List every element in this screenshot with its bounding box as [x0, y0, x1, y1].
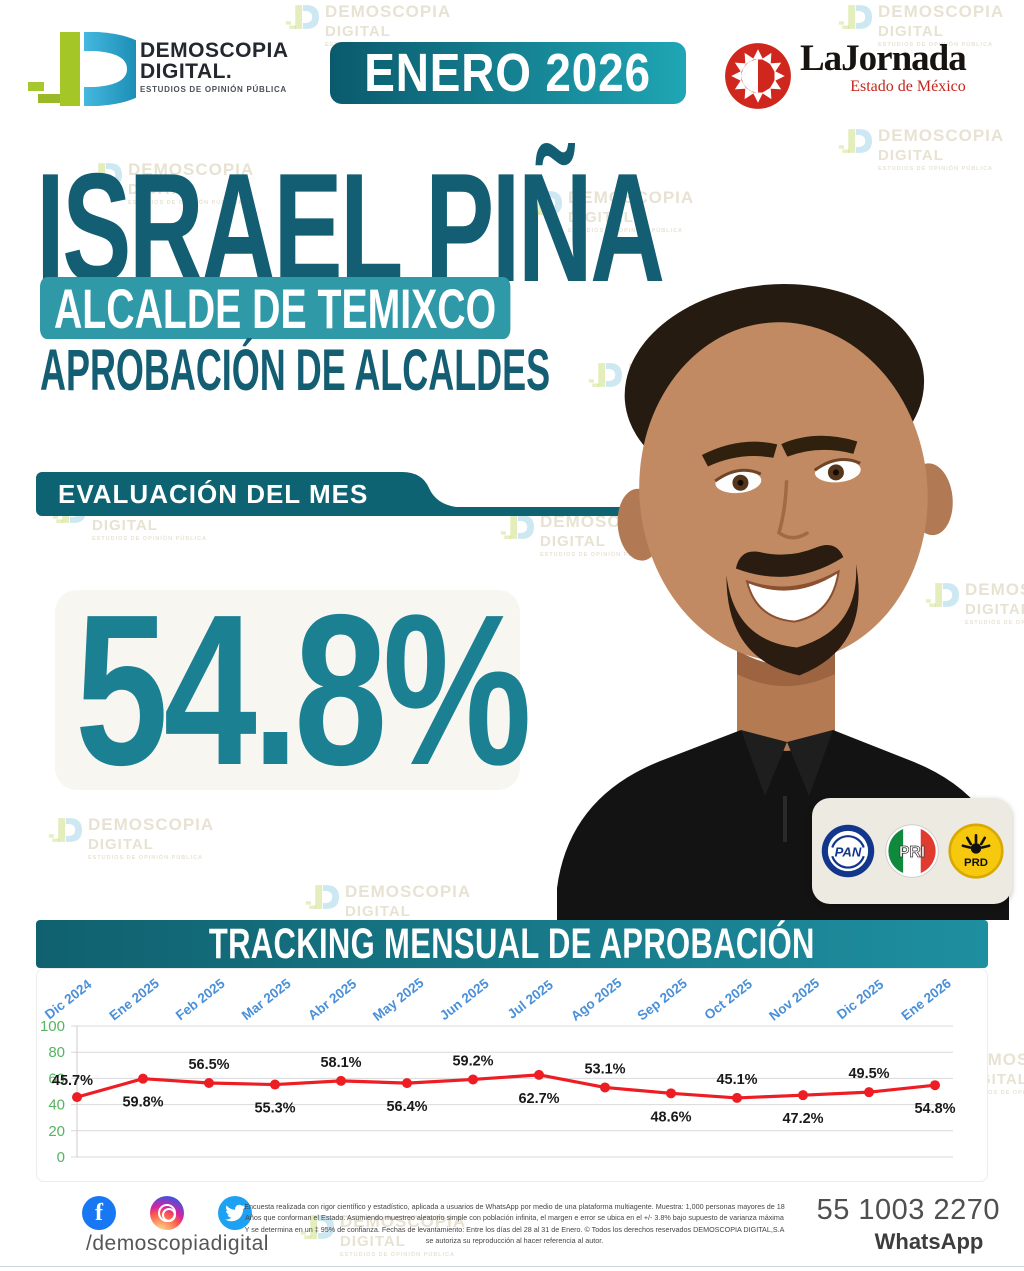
svg-text:56.5%: 56.5% — [188, 1057, 229, 1073]
svg-text:20: 20 — [48, 1123, 65, 1140]
watermark-line1: DEMOSCOPIA — [88, 815, 215, 834]
disclaimer-text: Encuesta realizada con rigor científico … — [244, 1202, 785, 1245]
footer-socials: f — [82, 1196, 252, 1230]
lajornada-sun-icon — [725, 43, 791, 109]
pan-logo: PAN — [821, 824, 875, 878]
watermark-line1: DEMOSCOPIA — [345, 882, 472, 901]
watermark-line2: DIGITAL — [325, 23, 391, 40]
svg-text:Jul 2025: Jul 2025 — [505, 977, 557, 1022]
watermark-line1: DEMOSCOPIA — [878, 126, 1005, 145]
watermark-line2: DIGITAL — [92, 517, 158, 534]
chart-title: TRACKING MENSUAL DE APROBACIÓN — [209, 919, 815, 968]
chart-title-banner: TRACKING MENSUAL DE APROBACIÓN — [36, 920, 988, 968]
svg-text:58.1%: 58.1% — [320, 1055, 361, 1071]
svg-text:55.3%: 55.3% — [254, 1101, 295, 1117]
watermark-line3: ESTUDIOS DE OPINIÓN PÚBLICA — [92, 536, 208, 542]
svg-text:Dic 2025: Dic 2025 — [834, 976, 887, 1022]
eval-banner-curve — [392, 472, 472, 516]
svg-text:Ago 2025: Ago 2025 — [568, 975, 625, 1024]
watermark-line2: DIGITAL — [88, 836, 154, 853]
svg-text:Mar 2025: Mar 2025 — [239, 975, 294, 1023]
lajornada-name: LaJornada — [800, 38, 967, 79]
brand-d-icon — [838, 129, 872, 153]
brand-name-top: DEMOSCOPIA — [140, 39, 289, 62]
brand-d-icon — [838, 5, 872, 29]
approval-chart-panel: 100 80 60 40 20 0 Dic 2024 Ene 2025 Feb 2025 Mar … — [36, 968, 988, 1182]
watermark-line3: ESTUDIOS DE OPINIÓN PÚBLICA — [88, 855, 204, 861]
period-badge-label: ENERO 2026 — [364, 43, 652, 103]
svg-text:Feb 2025: Feb 2025 — [173, 975, 228, 1023]
twitter-icon[interactable] — [218, 1196, 252, 1230]
brand-d-icon — [285, 5, 319, 29]
bottom-divider — [0, 1266, 1024, 1267]
whatsapp-contact: 55 1003 2270 WhatsApp — [816, 1194, 1000, 1255]
svg-text:May 2025: May 2025 — [370, 975, 427, 1024]
brand-d-icon — [48, 818, 82, 842]
score-card — [55, 590, 520, 790]
svg-text:Abr 2025: Abr 2025 — [305, 976, 360, 1023]
svg-text:Dic 2024: Dic 2024 — [42, 976, 95, 1022]
watermark-line2: DIGITAL — [345, 903, 411, 920]
svg-text:53.1%: 53.1% — [584, 1061, 625, 1077]
svg-text:Nov 2025: Nov 2025 — [766, 975, 822, 1024]
svg-text:60: 60 — [48, 1070, 65, 1087]
svg-text:62.7%: 62.7% — [518, 1091, 559, 1107]
watermark-line1: DEMOSCOPIA — [878, 2, 1005, 21]
svg-text:Ene 2025: Ene 2025 — [107, 975, 163, 1023]
svg-text:Ene 2026: Ene 2026 — [899, 975, 955, 1023]
brand-d-icon — [500, 515, 534, 539]
whatsapp-label: WhatsApp — [874, 1229, 984, 1254]
svg-text:PRI: PRI — [899, 844, 925, 861]
svg-text:45.1%: 45.1% — [716, 1072, 757, 1088]
watermark: DEMOSCOPIA DIGITAL ESTUDIOS DE OPINIÓN P… — [838, 126, 1004, 172]
lajornada-logo: LaJornada Estado de México — [722, 38, 967, 112]
svg-text:59.8%: 59.8% — [122, 1095, 163, 1111]
svg-text:0: 0 — [57, 1149, 65, 1166]
watermark-line1: DEMOSCOPIA — [325, 2, 452, 21]
svg-text:45.7%: 45.7% — [52, 1073, 93, 1089]
score-value: 54.8% — [75, 569, 532, 810]
svg-text:40: 40 — [48, 1097, 65, 1114]
svg-text:48.6%: 48.6% — [650, 1109, 691, 1125]
eval-month-label: EVALUACIÓN DEL MES — [58, 478, 369, 509]
svg-text:PAN: PAN — [835, 844, 862, 859]
svg-text:49.5%: 49.5% — [848, 1066, 889, 1082]
role-badge: ALCALDE DE TEMIXCO — [40, 276, 511, 340]
eval-banner-tail — [472, 507, 690, 516]
svg-text:Jun 2025: Jun 2025 — [437, 975, 492, 1023]
svg-text:47.2%: 47.2% — [782, 1111, 823, 1127]
lajornada-region: Estado de México — [850, 78, 966, 95]
approval-line-chart: 100 80 60 40 20 0 Dic 2024 Ene 2025 Feb 2025 Mar … — [40, 975, 956, 1166]
brand-d-icon — [305, 885, 339, 909]
brand-text: DEMOSCOPIA DIGITAL. ESTUDIOS DE OPINIÓN … — [140, 40, 289, 94]
brand-tagline: ESTUDIOS DE OPINIÓN PÚBLICA — [140, 85, 287, 94]
watermark-line2: DIGITAL — [878, 147, 944, 164]
whatsapp-number: 55 1003 2270 — [816, 1194, 1000, 1226]
svg-text:Oct 2025: Oct 2025 — [701, 976, 755, 1023]
svg-text:56.4%: 56.4% — [386, 1099, 427, 1115]
period-badge: ENERO 2026 — [330, 42, 686, 104]
watermark-line3: ESTUDIOS DE OPINIÓN PÚBLICA — [878, 166, 994, 172]
svg-text:54.8%: 54.8% — [914, 1101, 955, 1117]
prd-logo: PRD — [948, 823, 1004, 879]
role-badge-label: ALCALDE DE TEMIXCO — [54, 276, 497, 340]
svg-text:PRD: PRD — [964, 857, 988, 869]
watermark: DEMOSCOPIA DIGITAL ESTUDIOS DE OPINIÓN P… — [48, 815, 214, 861]
section-title: APROBACIÓN DE ALCALDES — [40, 338, 551, 403]
eval-month-banner: EVALUACIÓN DEL MES — [36, 472, 392, 516]
svg-text:59.2%: 59.2% — [452, 1053, 493, 1069]
svg-text:Sep 2025: Sep 2025 — [635, 975, 691, 1023]
party-logos-card: PAN PRI PRD — [812, 798, 1012, 904]
svg-text:100: 100 — [40, 1018, 65, 1035]
svg-text:80: 80 — [48, 1044, 65, 1061]
instagram-icon[interactable] — [150, 1196, 184, 1230]
pri-logo: PRI — [885, 824, 939, 878]
demoscopia-logo — [28, 32, 136, 106]
facebook-icon[interactable]: f — [82, 1196, 116, 1230]
brand-name-bottom: DIGITAL. — [140, 60, 233, 83]
social-handle: /demoscopiadigital — [86, 1232, 269, 1255]
watermark-line3: ESTUDIOS DE OPINIÓN PÚBLICA — [340, 1252, 456, 1258]
